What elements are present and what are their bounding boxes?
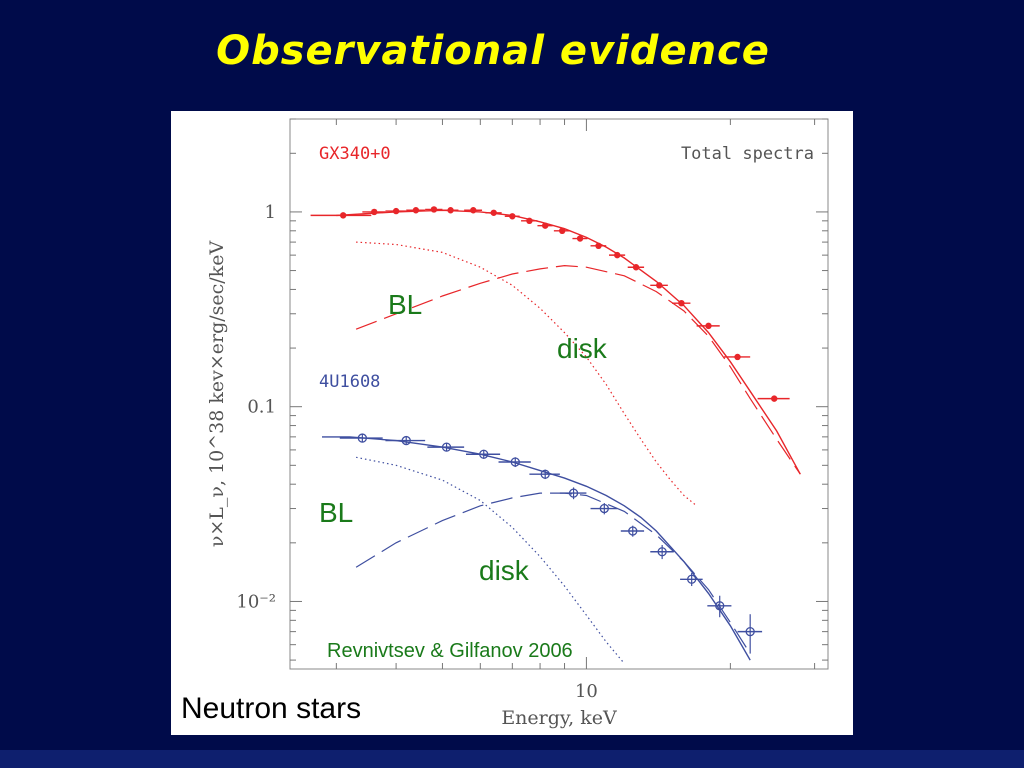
annotation-bl-blue: BL (319, 497, 354, 528)
4u1608-data-point (687, 574, 697, 584)
gx340-data-point (447, 207, 454, 214)
gx340-data-point (559, 227, 566, 235)
gx340-data-point (705, 322, 712, 330)
neutron-stars-label: Neutron stars (181, 692, 362, 725)
y-tick-label: 1 (265, 202, 276, 223)
gx340-data-point (614, 251, 621, 259)
4u1608-data-point (745, 626, 755, 637)
4u1608-data-point (479, 449, 489, 459)
y-tick-label: 0.1 (247, 397, 276, 418)
spectra-chart: 10 1 0.1 10⁻² Energy, keV ν×L_ν, 10^38 kev×er… (206, 118, 829, 729)
plot-frame (289, 118, 829, 670)
4u1608-BL-line (355, 492, 751, 654)
gx340-data-point (371, 208, 378, 216)
4u1608-data-point (357, 433, 367, 443)
series-label-4u1608: 4U1608 (319, 372, 380, 392)
gx340-data-point (412, 207, 420, 214)
x-tick-label: 10 (575, 681, 598, 702)
figure-panel: 10 1 0.1 10⁻² Energy, keV ν×L_ν, 10^38 kev×er… (171, 111, 853, 735)
annotation-bl-red: BL (388, 289, 423, 320)
4u1608-data-point (657, 547, 667, 557)
gx340-data-point (734, 353, 741, 361)
4u1608-data-point (628, 526, 638, 536)
gx340-data-point (771, 395, 778, 402)
annotation-disk-red: disk (557, 333, 607, 364)
gx340-data-point (595, 242, 602, 250)
4u1608-data-point (540, 469, 550, 479)
4u1608-disk-line (355, 456, 625, 664)
gx340-data-point (509, 213, 516, 220)
gx340-data-point (339, 212, 347, 219)
gx340-data-point (392, 207, 400, 215)
y-axis-label: ν×L_ν, 10^38 kev×erg/sec/keV (206, 241, 228, 548)
footer-band (0, 750, 1024, 768)
gx340-data-point (632, 264, 640, 271)
citation-credit: Revnivtsev & Gilfanov 2006 (327, 640, 573, 662)
annotation-disk-blue: disk (479, 555, 529, 586)
gx340-data-point (576, 235, 584, 242)
gx340-total-line (336, 209, 801, 475)
gx340-data-point (490, 209, 497, 216)
4u1608-data-point (715, 601, 725, 611)
4u1608-data-point (441, 442, 452, 452)
chart-title: Total spectra (681, 144, 814, 164)
4u1608-data-point (510, 457, 520, 467)
gx340-data-point (470, 207, 477, 214)
4u1608-total-line (322, 436, 751, 661)
gx340-data-point (656, 282, 663, 289)
4u1608-data-point (599, 503, 609, 514)
gx340-data-point (526, 217, 533, 225)
x-axis-label: Energy, keV (501, 707, 617, 729)
gx340-data-point (678, 299, 685, 307)
gx340-BL-line (355, 264, 801, 475)
y-tick-label: 10⁻² (236, 591, 276, 612)
4u1608-data-point (401, 435, 411, 446)
gx340-data-point (430, 206, 438, 213)
series-label-gx340: GX340+0 (319, 144, 391, 164)
gx340-data-point (541, 222, 549, 229)
slide-title: Observational evidence (216, 28, 770, 74)
